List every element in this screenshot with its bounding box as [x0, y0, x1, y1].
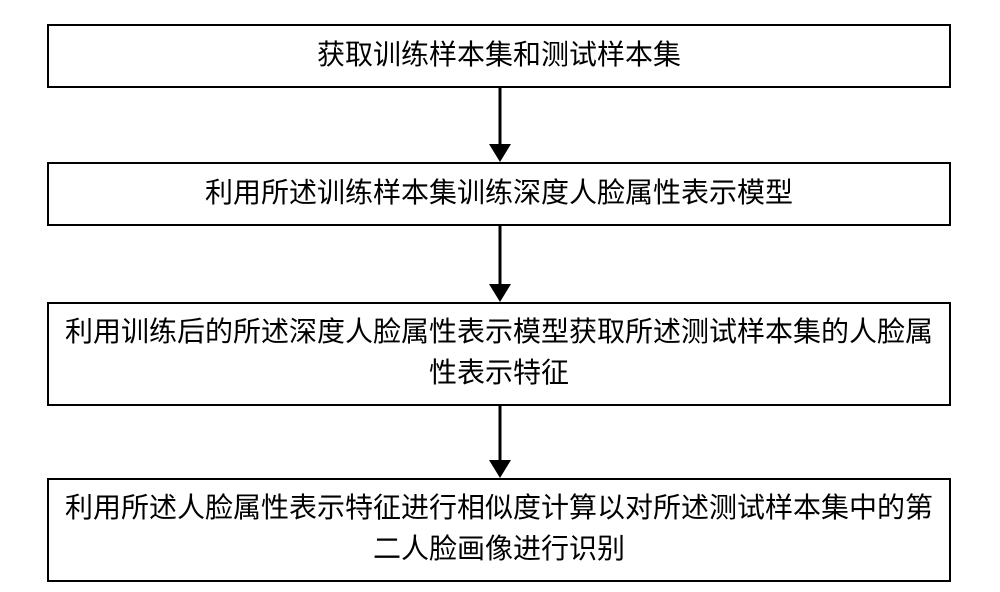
arrow-2-line [499, 226, 502, 284]
arrow-1-line [499, 88, 502, 144]
flow-node-3: 利用训练后的所述深度人脸属性表示模型获取所述测试样本集的人脸属性表示特征 [47, 302, 951, 406]
flowchart-canvas: 获取训练样本集和测试样本集 利用所述训练样本集训练深度人脸属性表示模型 利用训练… [0, 0, 1000, 592]
arrow-3-line [499, 406, 502, 460]
flow-node-3-text: 利用训练后的所述深度人脸属性表示模型获取所述测试样本集的人脸属性表示特征 [59, 313, 939, 394]
flow-node-4-text: 利用所述人脸属性表示特征进行相似度计算以对所述测试样本集中的第二人脸画像进行识别 [59, 489, 939, 570]
flow-node-2: 利用所述训练样本集训练深度人脸属性表示模型 [47, 162, 951, 226]
flow-node-1-text: 获取训练样本集和测试样本集 [317, 36, 681, 77]
flow-node-4: 利用所述人脸属性表示特征进行相似度计算以对所述测试样本集中的第二人脸画像进行识别 [47, 478, 951, 582]
arrow-1-head [489, 144, 511, 162]
flow-node-2-text: 利用所述训练样本集训练深度人脸属性表示模型 [205, 174, 793, 215]
arrow-2-head [489, 284, 511, 302]
arrow-3-head [489, 460, 511, 478]
flow-node-1: 获取训练样本集和测试样本集 [47, 24, 951, 88]
